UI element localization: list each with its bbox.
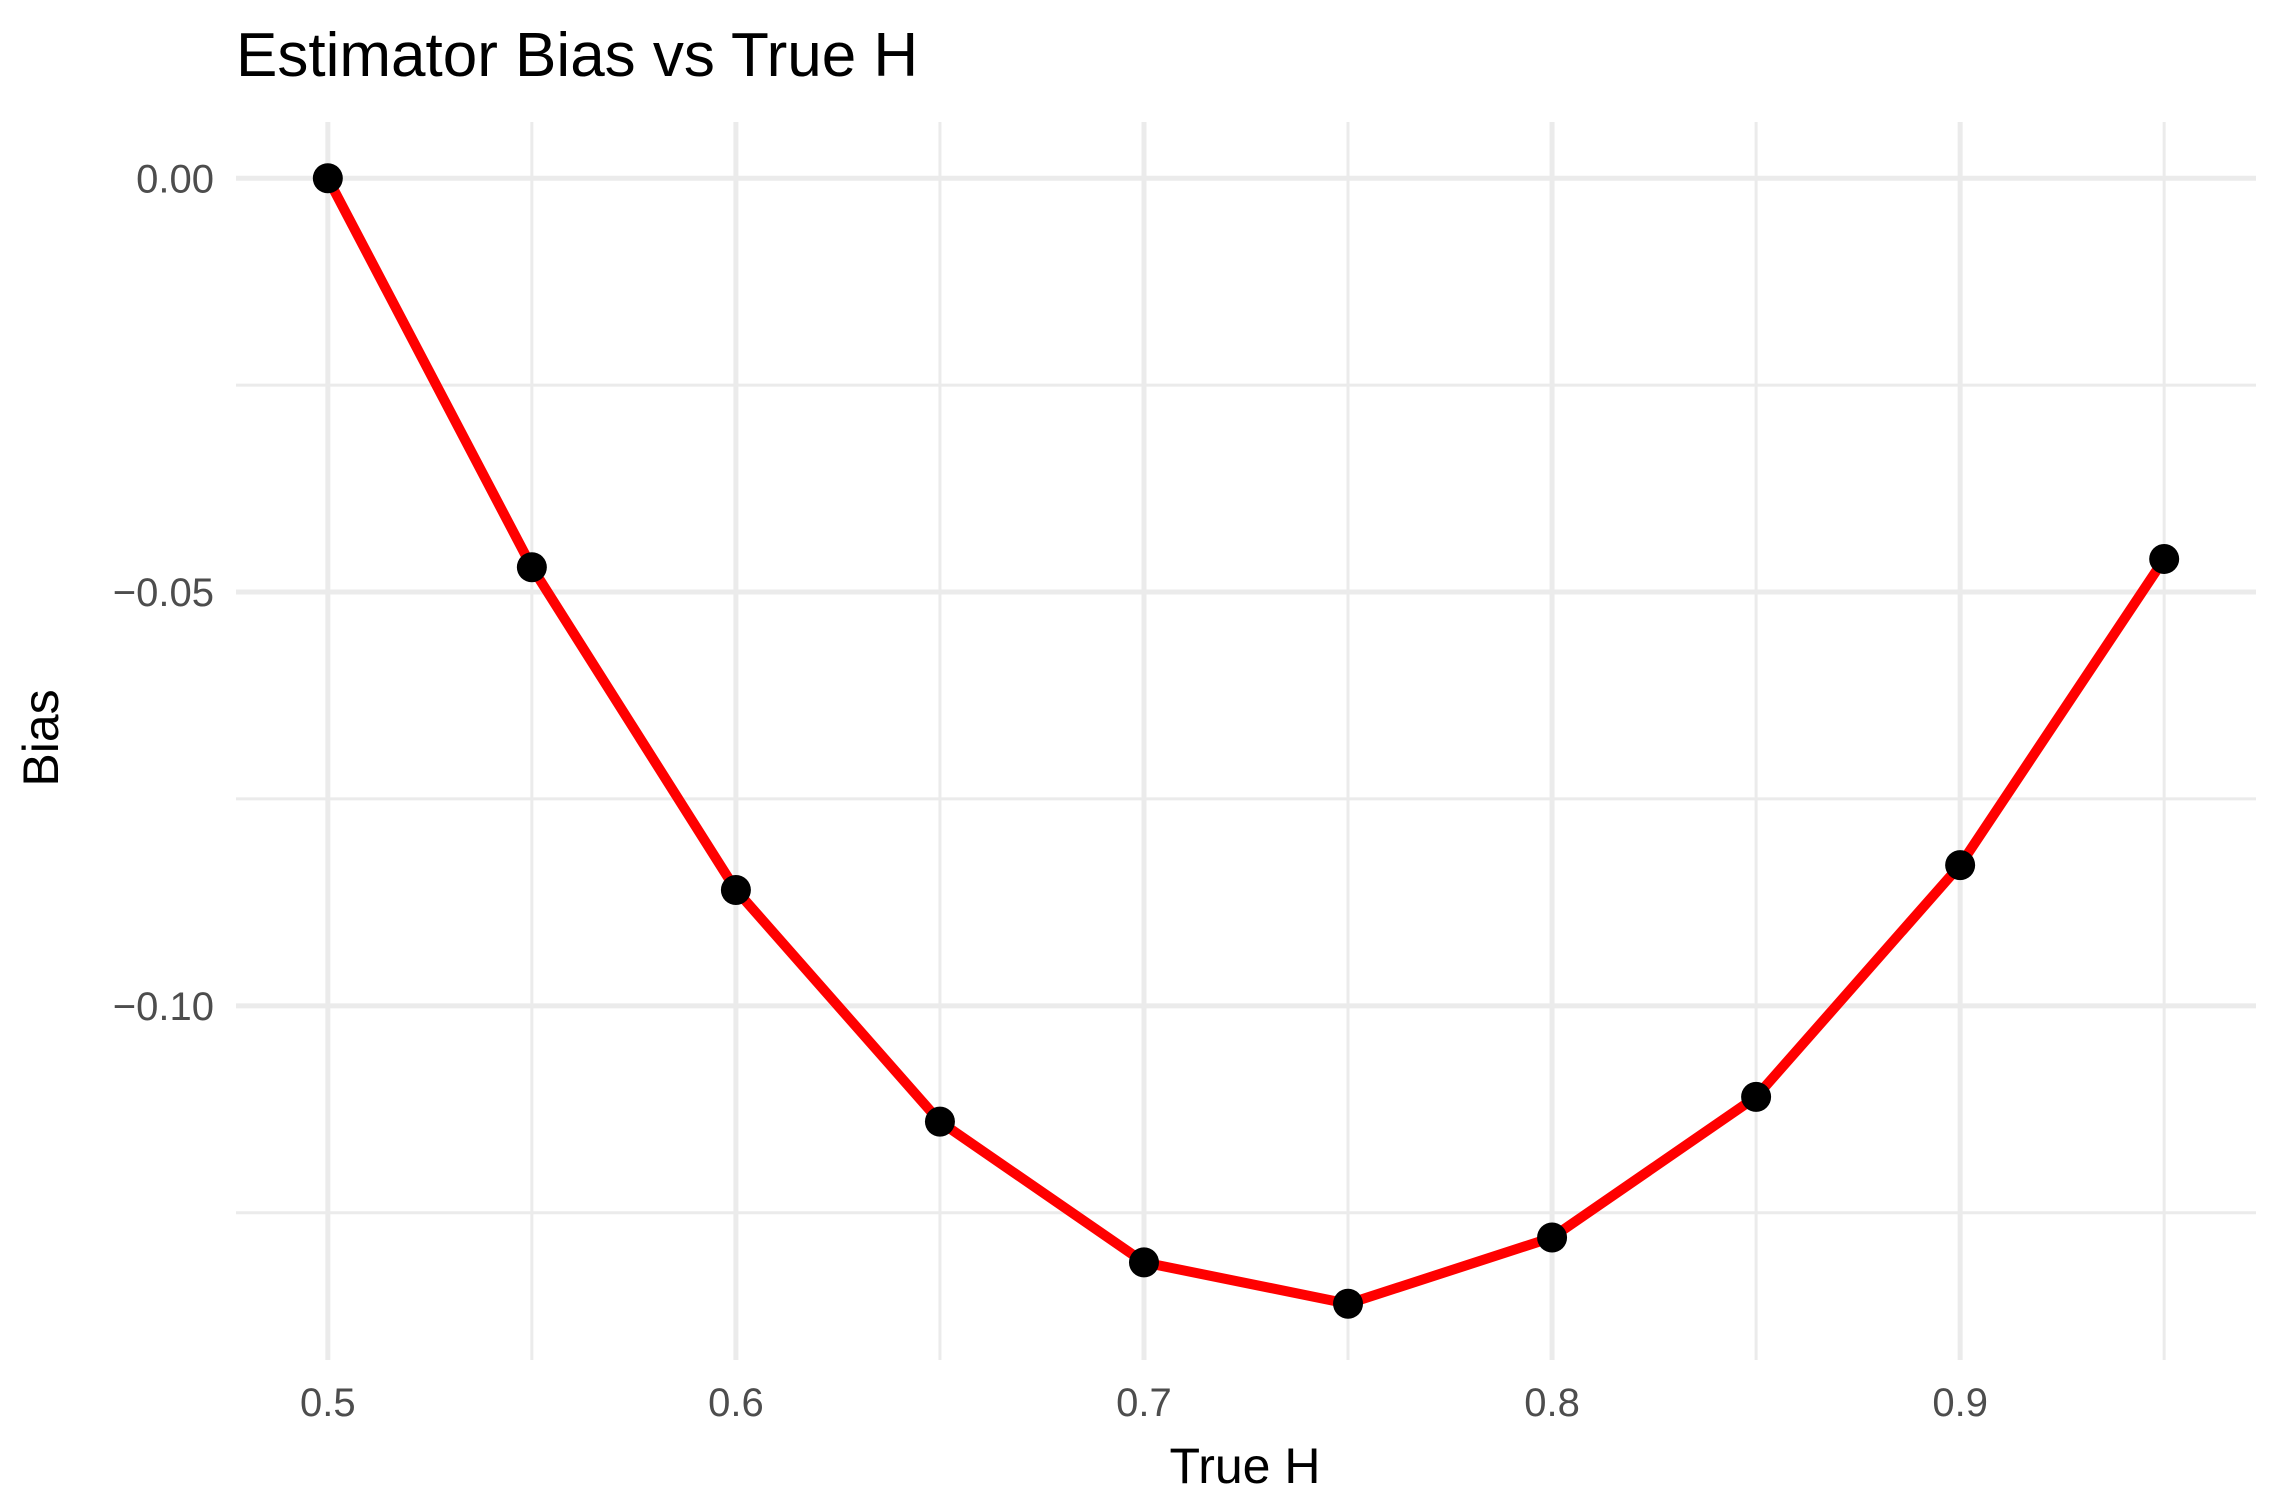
y-axis-title: Bias	[13, 689, 69, 786]
grid-layer	[236, 122, 2256, 1360]
x-tick-label: 0.7	[1116, 1381, 1172, 1425]
x-tick-label: 0.9	[1932, 1381, 1988, 1425]
data-point	[1741, 1081, 1772, 1112]
y-tick-label: −0.10	[113, 985, 214, 1029]
data-point	[924, 1106, 955, 1137]
data-point	[720, 874, 751, 905]
x-axis-title: True H	[1170, 1438, 1321, 1494]
data-point	[1945, 850, 1976, 881]
chart-title: Estimator Bias vs True H	[236, 21, 918, 90]
series-line	[322, 173, 2170, 1309]
data-point	[1537, 1222, 1568, 1253]
x-tick-label: 0.8	[1524, 1381, 1580, 1425]
data-point	[1333, 1288, 1364, 1319]
y-tick-label: 0.00	[136, 157, 214, 201]
y-tick-label: −0.05	[113, 571, 214, 615]
tick-layer: 0.5 0.6 0.7 0.8 0.9 0.00 −0.05 −0.10	[113, 157, 1988, 1425]
point-layer	[312, 163, 2180, 1319]
x-tick-label: 0.5	[300, 1381, 356, 1425]
data-point	[2149, 543, 2180, 574]
x-tick-label: 0.6	[708, 1381, 764, 1425]
data-point	[516, 552, 547, 583]
line-layer	[322, 173, 2170, 1309]
data-point	[312, 163, 343, 194]
data-point	[1128, 1247, 1159, 1278]
